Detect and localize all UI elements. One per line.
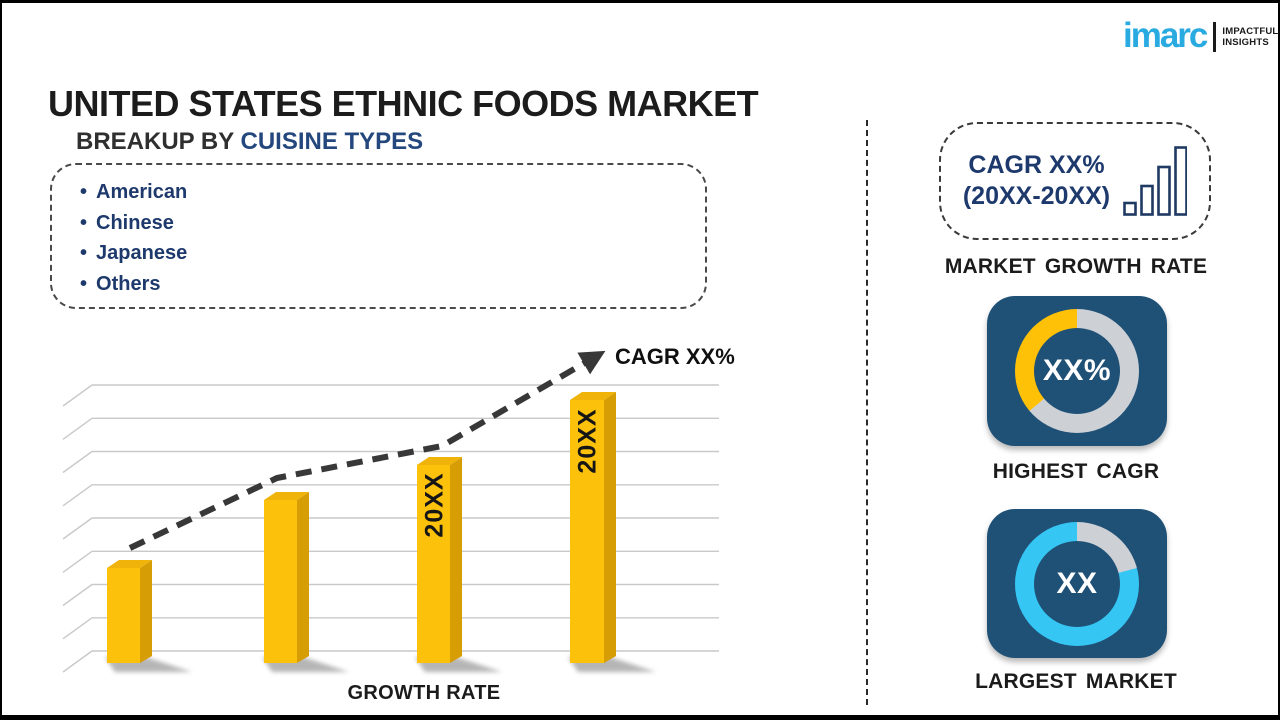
donut-hole: XX% bbox=[1034, 328, 1120, 414]
rising-bars-icon bbox=[1123, 146, 1188, 216]
largest-market-value: XX bbox=[1056, 567, 1098, 600]
bar-label: 20XX bbox=[574, 408, 602, 473]
list-item: • American bbox=[80, 177, 705, 208]
bar-3: 20XX bbox=[417, 457, 462, 663]
donut-hole: XX bbox=[1034, 541, 1120, 627]
cuisine-others: Others bbox=[96, 272, 161, 295]
bullet-icon: • bbox=[80, 242, 88, 264]
largest-market-caption: LARGEST MARKET bbox=[975, 670, 1177, 693]
highest-cagr-card: XX% bbox=[987, 296, 1167, 446]
cuisine-american: American bbox=[96, 181, 188, 203]
bar-2 bbox=[264, 492, 309, 663]
bullet-icon: • bbox=[80, 181, 88, 203]
logo-tagline: IMPACTFUL INSIGHTS bbox=[1222, 26, 1278, 48]
largest-market-card: XX bbox=[987, 509, 1167, 658]
bullet-icon: • bbox=[80, 272, 88, 295]
bullet-icon: • bbox=[80, 211, 88, 234]
trend-arrow bbox=[128, 350, 606, 551]
cagr-annotation: CAGR XX% bbox=[615, 344, 735, 369]
list-item: • Japanese bbox=[80, 238, 705, 269]
imarc-logo-wordmark: imarc bbox=[1123, 16, 1208, 55]
logo-tagline-line1: IMPACTFUL bbox=[1222, 26, 1279, 37]
highest-cagr-caption: HIGHEST CAGR bbox=[992, 460, 1160, 483]
cuisine-japanese: Japanese bbox=[96, 242, 188, 264]
page-title: UNITED STATES ETHNIC FOODS MARKET bbox=[48, 83, 759, 125]
chart-gridlines bbox=[62, 384, 719, 673]
x-axis-label: GROWTH RATE bbox=[347, 682, 501, 704]
breakup-heading-highlight: CUISINE TYPES bbox=[240, 128, 424, 155]
growth-box-text: CAGR XX% (20XX-20XX) bbox=[963, 150, 1110, 212]
logo-tagline-line2: INSIGHTS bbox=[1222, 37, 1269, 48]
breakup-heading-prefix: BREAKUP BY bbox=[76, 128, 241, 155]
highest-cagr-donut-chart: XX% bbox=[1015, 309, 1139, 433]
list-item: • Chinese bbox=[80, 208, 705, 239]
section-divider bbox=[866, 120, 868, 705]
growth-box-line1: CAGR XX% bbox=[968, 151, 1105, 179]
market-growth-rate-caption: MARKET GROWTH RATE bbox=[944, 255, 1208, 278]
market-growth-rate-box: CAGR XX% (20XX-20XX) bbox=[939, 122, 1211, 240]
highest-cagr-value: XX% bbox=[1042, 354, 1112, 387]
growth-box-line2: (20XX-20XX) bbox=[962, 182, 1111, 210]
largest-market-donut-chart: XX bbox=[1015, 522, 1139, 646]
bar-label: 20XX bbox=[421, 472, 449, 537]
bar-4: 20XX bbox=[570, 392, 616, 663]
imarc-logo: imarc IMPACTFUL INSIGHTS bbox=[1123, 16, 1278, 55]
growth-rate-bar-chart: 20XX 20XX bbox=[62, 350, 719, 673]
bar-1 bbox=[107, 560, 152, 663]
cuisine-types-box: • American • Chinese • Japanese • Others bbox=[50, 163, 707, 309]
cuisine-chinese: Chinese bbox=[96, 211, 174, 234]
logo-divider bbox=[1213, 22, 1217, 52]
breakup-heading: BREAKUP BY CUISINE TYPES bbox=[76, 128, 423, 156]
list-item: • Others bbox=[80, 269, 705, 300]
